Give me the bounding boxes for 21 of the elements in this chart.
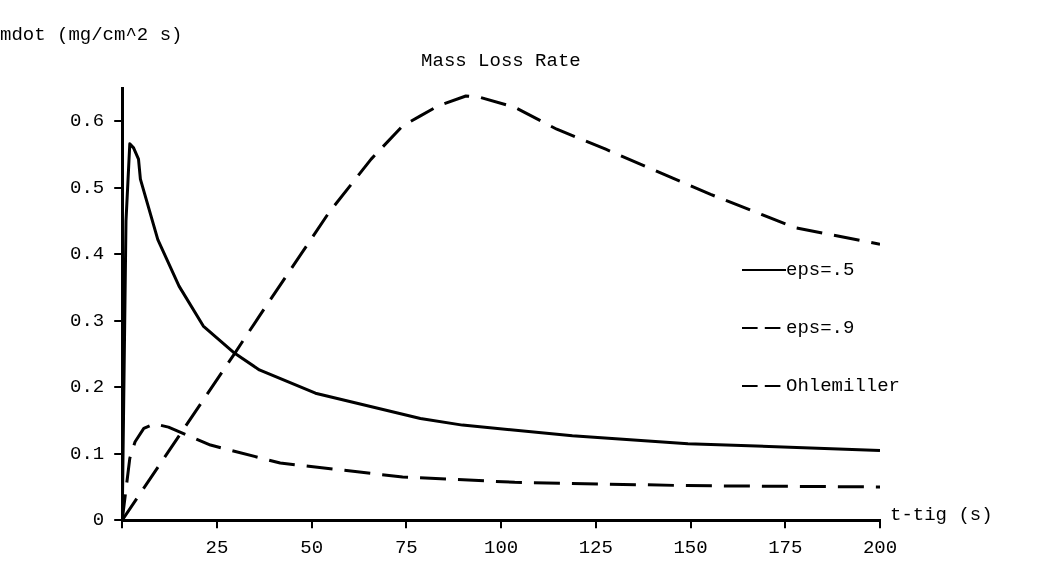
x-tick-label: 25 (205, 536, 229, 559)
x-tick-label: 100 (483, 536, 519, 559)
y-tick-label: 0.1 (69, 442, 105, 465)
y-tick-label: 0.6 (69, 110, 105, 133)
legend-label: eps=.5 (786, 259, 855, 282)
y-axis-title: mdot (mg/cm^2 s) (0, 24, 183, 46)
legend-label: eps=.9 (786, 317, 855, 340)
x-tick-label: 125 (578, 536, 613, 559)
y-tick-label: 0.4 (69, 243, 105, 266)
y-tick-label: 0.5 (69, 176, 105, 199)
chart-title: Mass Loss Rate (421, 50, 581, 72)
legend-label: Ohlemiller (786, 375, 901, 398)
y-tick-label: 0.3 (69, 309, 105, 332)
x-tick-label: 200 (862, 536, 898, 559)
x-tick-label: 50 (300, 536, 324, 559)
x-axis-title: t-tig (s) (890, 504, 993, 527)
x-tick-label: 75 (394, 536, 418, 559)
x-tick-label: 150 (673, 536, 708, 559)
y-tick-label: 0 (92, 509, 105, 532)
x-tick-label: 175 (768, 536, 803, 559)
y-tick-label: 0.2 (69, 376, 105, 399)
